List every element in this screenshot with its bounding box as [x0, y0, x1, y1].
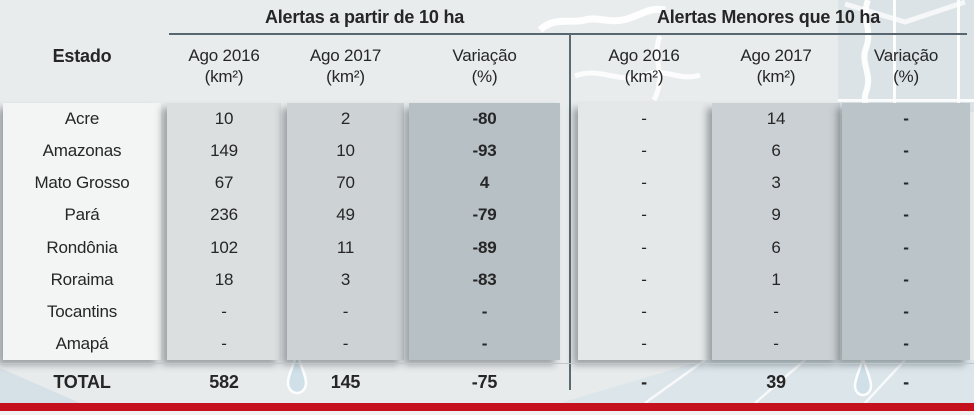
header-line2: (km²): [326, 67, 365, 86]
table-cell: -83: [472, 269, 497, 289]
table-cell: 10: [214, 109, 234, 129]
group-divider-line: [569, 34, 571, 390]
column-header-g2-ago2017: Ago 2017 (km²): [712, 45, 840, 89]
state-label: Mato Grosso: [34, 173, 130, 193]
red-accent-bar: [0, 403, 974, 411]
state-label: Acre: [64, 109, 100, 129]
header-line1: Ago 2017: [740, 46, 812, 65]
total-cell: -: [903, 371, 909, 392]
table-cell: 3: [771, 173, 781, 193]
table-cell: -: [342, 301, 349, 321]
state-label: Tocantins: [46, 301, 118, 321]
table-cell: 6: [771, 237, 781, 257]
column-header-g1-variacao: Variação (%): [409, 45, 560, 89]
header-line2: (%): [893, 67, 919, 86]
table-cell: 9: [771, 205, 781, 225]
table-cell: -: [903, 141, 909, 161]
table-cell: -: [903, 205, 909, 225]
table-cell: 149: [210, 141, 238, 161]
table-cell: -79: [472, 205, 497, 225]
header-line1: Variação: [873, 46, 939, 65]
total-label: TOTAL: [53, 371, 111, 392]
table-cell: -: [641, 205, 647, 225]
header-line2: (%): [471, 67, 498, 86]
column-g2-ago2017: 14 6 3 9 6 1 - -: [712, 103, 840, 360]
table-cell: -: [903, 269, 909, 289]
table-cell: -: [641, 301, 647, 321]
state-label: Amapá: [55, 333, 109, 353]
header-line1: Ago 2016: [188, 46, 260, 65]
table-cell: 2: [340, 109, 351, 129]
state-label: Pará: [64, 205, 100, 225]
total-cell: 39: [766, 371, 786, 392]
table-cell: 70: [336, 173, 355, 193]
state-label: Rondônia: [46, 237, 118, 257]
table-cell: -: [641, 141, 647, 161]
table-cell: 14: [766, 109, 786, 129]
table-cell: -: [641, 237, 647, 257]
group-title-alerts-lt-10ha: Alertas Menores que 10 ha: [656, 7, 881, 27]
column-g2-variacao: - - - - - - - -: [842, 103, 970, 360]
table-cell: 67: [214, 173, 234, 193]
table-cell: -93: [472, 141, 497, 161]
total-row-rule: [0, 363, 974, 364]
table-cell: -: [221, 301, 227, 321]
table-cell: 1: [771, 269, 781, 289]
total-cell: 145: [330, 371, 361, 392]
column-header-estado: Estado: [52, 45, 112, 66]
table-cell: -: [903, 301, 909, 321]
table-cell: -: [773, 333, 779, 353]
table-cell: 18: [214, 269, 234, 289]
header-rule: [169, 33, 967, 35]
bottom-strip: [0, 411, 974, 415]
column-g1-ago2017: 2 10 70 49 11 3 - -: [287, 103, 404, 360]
table-cell: -: [641, 333, 647, 353]
header-line1: Variação: [452, 46, 517, 65]
column-g1-variacao: -80 -93 4 -79 -89 -83 - -: [409, 103, 560, 360]
table-cell: -: [221, 333, 227, 353]
header-line2: (km²): [756, 67, 796, 86]
table-cell: 49: [336, 205, 355, 225]
table-cell: 3: [340, 269, 351, 289]
column-header-g1-ago2017: Ago 2017 (km²): [287, 45, 404, 89]
table-cell: -: [641, 109, 647, 129]
column-header-g2-variacao: Variação (%): [842, 45, 970, 89]
table-cell: -: [641, 173, 647, 193]
table-cell: 10: [336, 141, 355, 161]
total-cell: 582: [209, 371, 239, 392]
column-header-g1-ago2016: Ago 2016 (km²): [167, 45, 281, 89]
header-line1: Ago 2016: [608, 46, 680, 65]
total-cell: -75: [471, 371, 498, 392]
table-cell: -80: [472, 109, 497, 129]
table-cell: -: [773, 301, 779, 321]
column-g1-ago2016: 10 149 67 236 102 18 - -: [167, 103, 281, 360]
table-cell: -: [481, 301, 488, 321]
total-cell: -: [641, 371, 647, 392]
table-cell: 4: [479, 173, 490, 193]
state-label: Amazonas: [42, 141, 122, 161]
column-estado: Acre Amazonas Mato Grosso Pará Rondônia …: [3, 103, 161, 360]
state-label: Roraima: [50, 269, 114, 289]
table-cell: -: [903, 109, 909, 129]
table-cell: -: [903, 173, 909, 193]
header-line1: Ago 2017: [309, 46, 382, 65]
group-title-alerts-ge-10ha: Alertas a partir de 10 ha: [264, 7, 465, 27]
column-g2-ago2016: - - - - - - - -: [578, 103, 710, 360]
table-cell: -: [903, 333, 909, 353]
table-cell: -: [903, 237, 909, 257]
table-cell: 236: [210, 205, 238, 225]
table-cell: -: [641, 269, 647, 289]
header-line2: (km²): [624, 67, 664, 86]
table-cell: -89: [472, 237, 497, 257]
table-cell: -: [481, 333, 488, 353]
table-cell: 6: [771, 141, 781, 161]
header-line2: (km²): [204, 67, 244, 86]
table-cell: -: [342, 333, 349, 353]
table-cell: 102: [210, 237, 238, 257]
column-header-g2-ago2016: Ago 2016 (km²): [578, 45, 710, 89]
table-cell: 11: [336, 237, 355, 257]
